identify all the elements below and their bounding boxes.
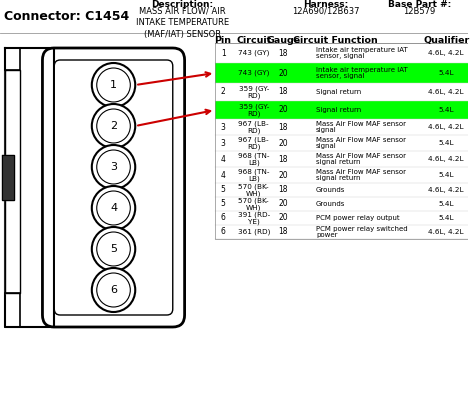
Text: 4: 4 xyxy=(221,154,226,164)
Circle shape xyxy=(97,109,130,143)
Circle shape xyxy=(92,227,135,271)
Text: MASS AIR FLOW/ AIR
INTAKE TEMPERATURE
(MAF/IAT) SENSOR: MASS AIR FLOW/ AIR INTAKE TEMPERATURE (M… xyxy=(136,7,229,39)
Circle shape xyxy=(97,273,130,307)
Text: Mass Air Flow MAF sensor
signal: Mass Air Flow MAF sensor signal xyxy=(316,136,406,149)
Text: 968 (TN-
LB): 968 (TN- LB) xyxy=(238,152,269,166)
Text: 12B579: 12B579 xyxy=(403,7,436,16)
Text: 6: 6 xyxy=(221,213,226,222)
Text: Signal return: Signal return xyxy=(316,89,361,95)
Text: Intake air temperature IAT
sensor, signal: Intake air temperature IAT sensor, signa… xyxy=(316,47,408,60)
Text: 4: 4 xyxy=(221,171,226,179)
Text: 359 (GY-
RD): 359 (GY- RD) xyxy=(238,103,269,117)
Text: 4.6L, 4.2L: 4.6L, 4.2L xyxy=(428,187,464,193)
Text: 3: 3 xyxy=(221,122,226,132)
Text: Qualifier: Qualifier xyxy=(423,36,469,45)
Text: Intake air temperature IAT
sensor, signal: Intake air temperature IAT sensor, signa… xyxy=(316,67,408,79)
Text: Description:: Description: xyxy=(152,0,214,9)
Text: 20: 20 xyxy=(279,171,288,179)
Text: 18: 18 xyxy=(279,87,288,96)
Text: 5: 5 xyxy=(221,185,226,194)
Text: 570 (BK-
WH): 570 (BK- WH) xyxy=(238,197,269,211)
Text: 20: 20 xyxy=(279,68,288,77)
FancyBboxPatch shape xyxy=(43,48,184,327)
Text: Grounds: Grounds xyxy=(316,201,345,207)
Circle shape xyxy=(97,150,130,184)
Text: 5.4L: 5.4L xyxy=(438,201,454,207)
Text: 20: 20 xyxy=(279,105,288,115)
Text: Mass Air Flow MAF sensor
signal return: Mass Air Flow MAF sensor signal return xyxy=(316,153,406,165)
Bar xyxy=(215,63,468,83)
Text: 5: 5 xyxy=(221,200,226,209)
Polygon shape xyxy=(5,70,20,293)
Text: 12A690/12B637: 12A690/12B637 xyxy=(292,7,359,16)
Text: 4.6L, 4.2L: 4.6L, 4.2L xyxy=(428,50,464,56)
Text: 5: 5 xyxy=(110,244,117,254)
Circle shape xyxy=(92,145,135,189)
Circle shape xyxy=(92,63,135,107)
Text: 6: 6 xyxy=(221,228,226,237)
Text: 18: 18 xyxy=(279,49,288,58)
Text: Signal return: Signal return xyxy=(316,107,361,113)
Text: Gauge: Gauge xyxy=(266,36,301,45)
FancyBboxPatch shape xyxy=(55,60,173,315)
Text: Grounds: Grounds xyxy=(316,187,345,193)
Text: 20: 20 xyxy=(279,200,288,209)
Text: Base Part #:: Base Part #: xyxy=(388,0,451,9)
Text: 5.4L: 5.4L xyxy=(438,107,454,113)
Circle shape xyxy=(97,68,130,102)
Text: 5.4L: 5.4L xyxy=(438,70,454,76)
Text: 20: 20 xyxy=(279,213,288,222)
Text: 2: 2 xyxy=(221,87,226,96)
Text: Harness:: Harness: xyxy=(303,0,348,9)
Text: 20: 20 xyxy=(279,139,288,147)
Text: 18: 18 xyxy=(279,185,288,194)
Text: 359 (GY-
RD): 359 (GY- RD) xyxy=(238,85,269,99)
Text: 391 (RD-
YE): 391 (RD- YE) xyxy=(237,211,270,225)
Text: Connector: C1454: Connector: C1454 xyxy=(4,10,129,23)
Text: 5.4L: 5.4L xyxy=(438,172,454,178)
Text: 18: 18 xyxy=(279,228,288,237)
Text: Circuit: Circuit xyxy=(236,36,271,45)
Text: PCM power relay switched
power: PCM power relay switched power xyxy=(316,226,408,239)
Text: 1: 1 xyxy=(221,49,226,58)
Circle shape xyxy=(92,268,135,312)
Circle shape xyxy=(97,191,130,225)
Circle shape xyxy=(92,104,135,148)
Text: 361 (RD): 361 (RD) xyxy=(237,229,270,235)
Text: 570 (BK-
WH): 570 (BK- WH) xyxy=(238,183,269,197)
Text: Circuit Function: Circuit Function xyxy=(293,36,378,45)
Text: 5.4L: 5.4L xyxy=(438,215,454,221)
Text: 2: 2 xyxy=(110,121,117,131)
Text: 4.6L, 4.2L: 4.6L, 4.2L xyxy=(428,156,464,162)
Text: Pin: Pin xyxy=(215,36,232,45)
Text: 3: 3 xyxy=(110,162,117,172)
Circle shape xyxy=(92,186,135,230)
Text: PCM power relay output: PCM power relay output xyxy=(316,215,400,221)
Text: 18: 18 xyxy=(279,122,288,132)
Bar xyxy=(215,101,468,119)
Text: 18: 18 xyxy=(279,154,288,164)
Text: 967 (LB-
RD): 967 (LB- RD) xyxy=(238,120,269,134)
Text: Mass Air Flow MAF sensor
signal: Mass Air Flow MAF sensor signal xyxy=(316,121,406,133)
Polygon shape xyxy=(5,48,55,327)
Text: Mass Air Flow MAF sensor
signal return: Mass Air Flow MAF sensor signal return xyxy=(316,168,406,181)
Text: 967 (LB-
RD): 967 (LB- RD) xyxy=(238,136,269,150)
Text: 3: 3 xyxy=(221,139,226,147)
Text: 6: 6 xyxy=(110,285,117,295)
Text: 968 (TN-
LB): 968 (TN- LB) xyxy=(238,168,269,182)
Text: 743 (GY): 743 (GY) xyxy=(238,70,269,76)
Circle shape xyxy=(97,232,130,266)
Text: 743 (GY): 743 (GY) xyxy=(238,50,269,56)
Text: 4.6L, 4.2L: 4.6L, 4.2L xyxy=(428,229,464,235)
Text: 4.6L, 4.2L: 4.6L, 4.2L xyxy=(428,89,464,95)
Text: 1: 1 xyxy=(110,80,117,90)
Text: 4.6L, 4.2L: 4.6L, 4.2L xyxy=(428,124,464,130)
Polygon shape xyxy=(2,155,14,200)
Text: 5.4L: 5.4L xyxy=(438,140,454,146)
Text: 4: 4 xyxy=(110,203,117,213)
